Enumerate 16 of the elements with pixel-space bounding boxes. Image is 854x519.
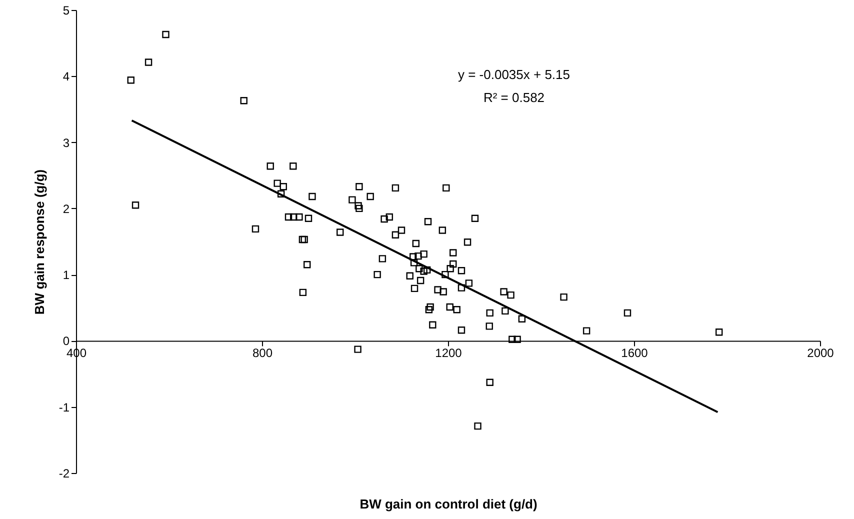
- annotation: y = -0.0035x + 5.15: [458, 67, 570, 82]
- y-axis-title: BW gain response (g/g): [32, 169, 47, 315]
- x-tick-label: 2000: [807, 346, 834, 360]
- y-tick-label: 2: [62, 202, 70, 216]
- y-tick-label: -1: [58, 400, 70, 414]
- y-tick-label: 4: [62, 70, 70, 84]
- y-tick-label: 5: [62, 4, 70, 18]
- x-axis-title: BW gain on control diet (g/d): [360, 496, 538, 512]
- y-tick-label: 0: [62, 334, 70, 348]
- x-tick-label: 1600: [621, 346, 648, 360]
- y-tick-label: -2: [58, 466, 70, 480]
- x-tick-label: 1200: [435, 346, 462, 360]
- y-tick-label: 1: [62, 268, 70, 282]
- y-tick-label: 3: [62, 136, 70, 150]
- x-tick-label: 800: [252, 346, 273, 360]
- annotation: R² = 0.582: [483, 90, 545, 105]
